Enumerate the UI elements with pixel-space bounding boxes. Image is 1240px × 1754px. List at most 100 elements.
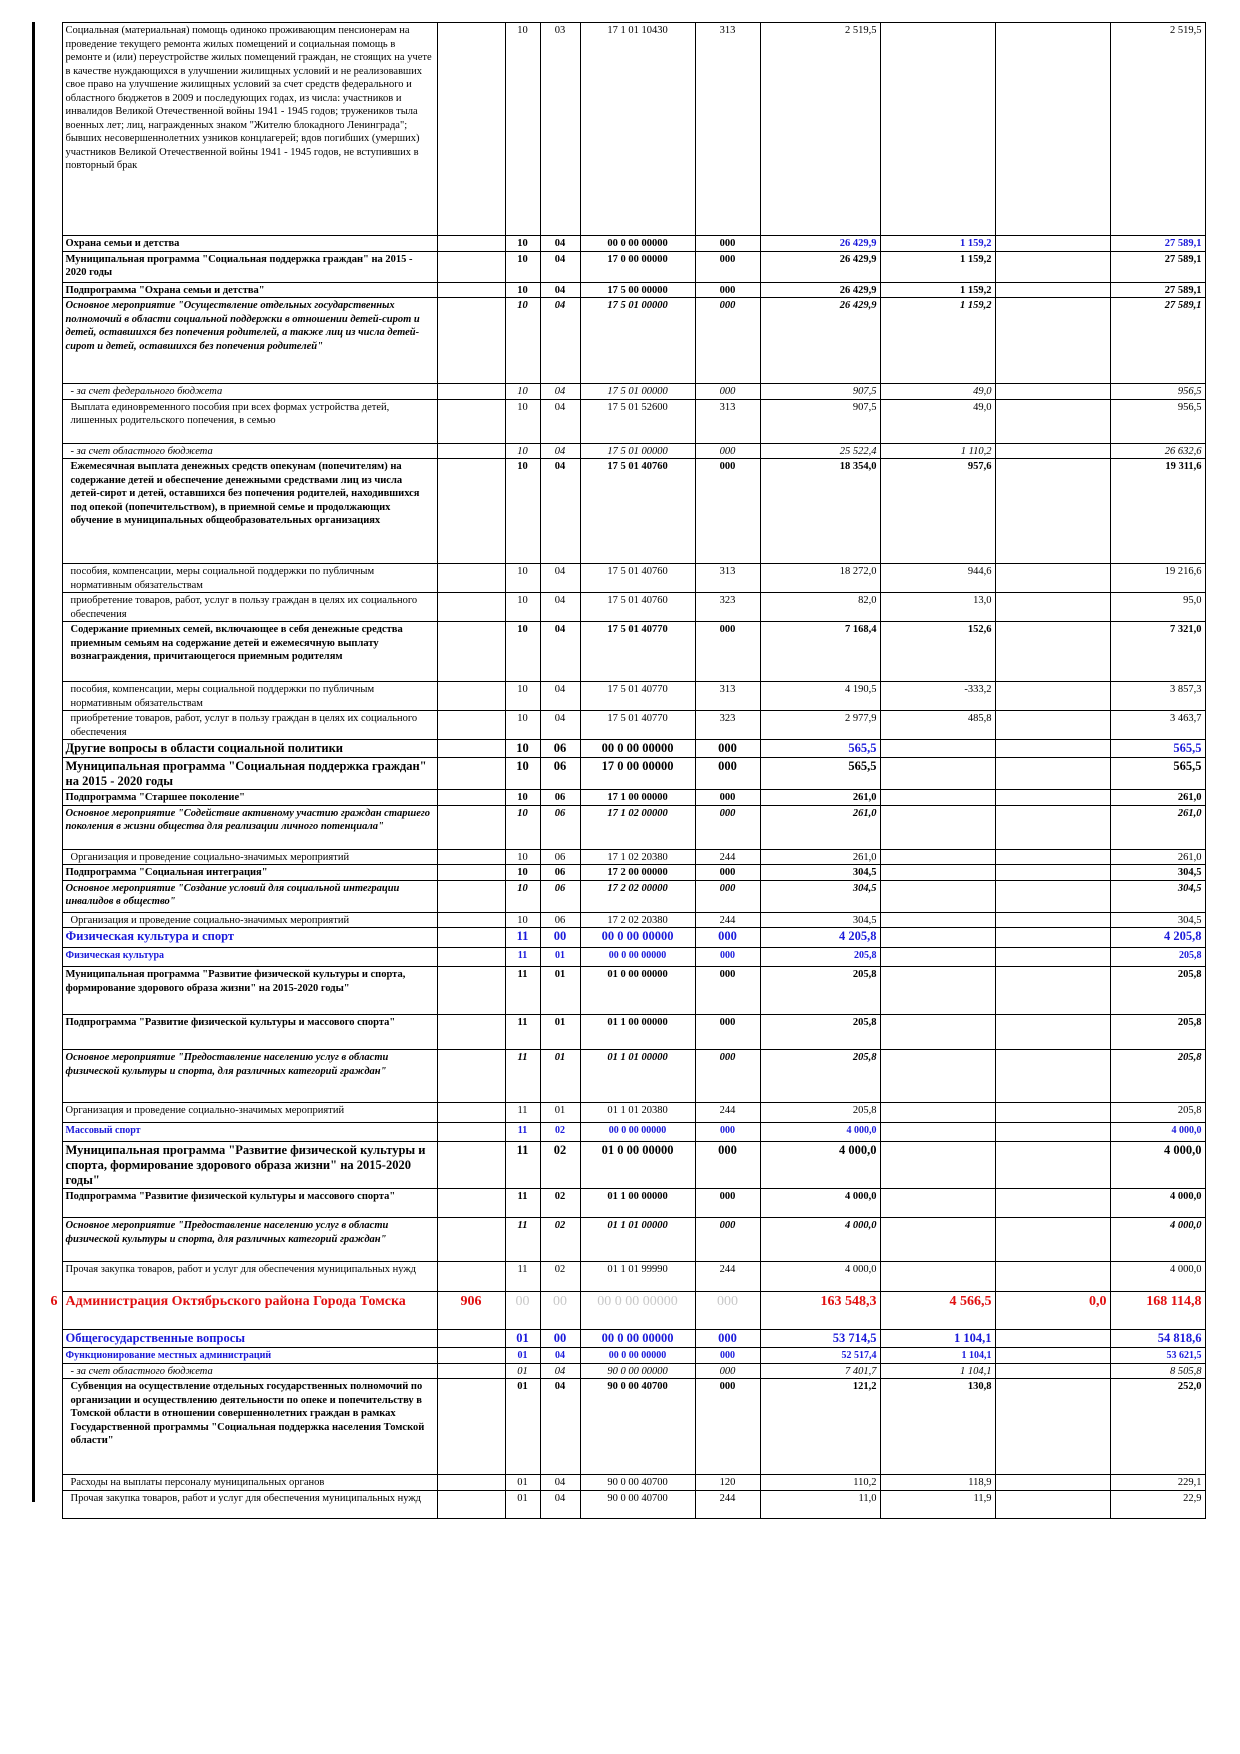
admin-code <box>436 927 506 948</box>
other <box>994 1489 1111 1519</box>
expense-type: 244 <box>694 1489 761 1519</box>
row-number <box>40 1262 62 1292</box>
table-row: Прочая закупка товаров, работ и услуг дл… <box>40 1489 1206 1519</box>
subsection: 06 <box>539 864 581 881</box>
table-row: Социальная (материальная) помощь одиноко… <box>40 22 1206 236</box>
total: 229,1 <box>1109 1474 1206 1491</box>
amount: 4 000,0 <box>759 1217 881 1262</box>
table-row: Подпрограмма "Социальная интеграция" 10 06… <box>40 864 1206 881</box>
item-name: Подпрограмма "Старшее поколение" <box>61 789 438 806</box>
admin-code <box>436 1102 506 1123</box>
other <box>994 848 1111 865</box>
other <box>994 398 1111 444</box>
admin-code <box>436 804 506 850</box>
item-name: Подпрограмма "Социальная интеграция" <box>61 864 438 881</box>
row-number <box>40 1189 62 1218</box>
section: 00 <box>504 1291 541 1330</box>
table-row: приобретение товаров, работ, услуг в пол… <box>40 710 1206 740</box>
expense-type: 244 <box>694 1102 761 1123</box>
amount: 11,0 <box>759 1489 881 1519</box>
table-row: Физическая культура и спорт 11 00 00 0 00 0… <box>40 927 1206 948</box>
expense-type: 313 <box>694 398 761 444</box>
expense-type: 000 <box>694 864 761 881</box>
subsection: 06 <box>539 739 581 758</box>
table-row: Общегосударственные вопросы 01 00 00 0 00 0… <box>40 1329 1206 1348</box>
total: 27 589,1 <box>1109 281 1206 298</box>
section: 10 <box>504 621 541 682</box>
table-row: Субвенция на осуществление отдельных гос… <box>40 1378 1206 1475</box>
expense-type: 000 <box>694 1217 761 1262</box>
expense-type: 000 <box>694 927 761 948</box>
target-article: 17 5 01 00000 <box>579 297 696 384</box>
amount: 304,5 <box>759 911 881 928</box>
change: 1 159,2 <box>879 235 996 252</box>
table-row: Содержание приемных семей, включающее в … <box>40 621 1206 682</box>
section: 10 <box>504 297 541 384</box>
total: 27 589,1 <box>1109 235 1206 252</box>
item-name: Основное мероприятие "Содействие активно… <box>61 804 438 850</box>
subsection: 04 <box>539 592 581 622</box>
expense-type: 244 <box>694 1261 761 1292</box>
expense-type: 000 <box>694 757 761 790</box>
admin-code <box>436 458 506 564</box>
expense-type: 313 <box>694 22 761 236</box>
target-article: 17 0 00 00000 <box>579 757 696 790</box>
section: 11 <box>504 1102 541 1123</box>
total: 205,8 <box>1109 1014 1206 1050</box>
subsection: 01 <box>539 1014 581 1050</box>
subsection: 04 <box>539 442 581 459</box>
subsection: 02 <box>539 1188 581 1218</box>
table-row: Подпрограмма "Охрана семьи и детства" 10 0… <box>40 281 1206 298</box>
other <box>994 966 1111 1015</box>
row-number <box>40 849 62 865</box>
row-number <box>40 758 62 790</box>
table-row: Физическая культура 11 01 00 0 00 00000 000 2… <box>40 947 1206 967</box>
subsection: 02 <box>539 1261 581 1292</box>
change: 1 110,2 <box>879 442 996 459</box>
item-name: Муниципальная программа "Развитие физиче… <box>61 1141 438 1189</box>
change <box>879 879 996 913</box>
other <box>994 681 1111 711</box>
admin-code <box>436 1049 506 1103</box>
row-number <box>40 880 62 912</box>
target-article: 00 0 00 00000 <box>579 1122 696 1142</box>
other <box>994 383 1111 400</box>
row-number <box>40 1379 62 1475</box>
item-name: Подпрограмма "Развитие физической культу… <box>61 1014 438 1050</box>
subsection: 01 <box>539 947 581 967</box>
admin-code <box>436 398 506 444</box>
section: 10 <box>504 757 541 790</box>
target-article: 01 1 01 99990 <box>579 1261 696 1292</box>
table-row: - за счет федерального бюджета 10 04 17 5 0… <box>40 383 1206 400</box>
item-name: пособия, компенсации, меры социальной по… <box>61 681 438 711</box>
target-article: 00 0 00 00000 <box>579 739 696 758</box>
target-article: 01 1 00 00000 <box>579 1014 696 1050</box>
total: 22,9 <box>1109 1489 1206 1519</box>
subsection: 06 <box>539 879 581 913</box>
change <box>879 1014 996 1050</box>
row-number <box>40 459 62 564</box>
total: 4 000,0 <box>1109 1122 1206 1142</box>
admin-code <box>436 297 506 384</box>
other <box>994 1362 1111 1379</box>
row-number <box>40 564 62 593</box>
section: 10 <box>504 235 541 252</box>
target-article: 17 2 02 20380 <box>579 911 696 928</box>
expense-type: 000 <box>694 235 761 252</box>
admin-code <box>436 592 506 622</box>
total: 53 621,5 <box>1109 1347 1206 1364</box>
other <box>994 757 1111 790</box>
other <box>994 22 1111 236</box>
expense-type: 244 <box>694 911 761 928</box>
total: 565,5 <box>1109 757 1206 790</box>
total: 956,5 <box>1109 398 1206 444</box>
expense-type: 000 <box>694 383 761 400</box>
subsection: 04 <box>539 281 581 298</box>
target-article: 17 5 01 40760 <box>579 458 696 564</box>
table-row: Основное мероприятие "Содействие активно… <box>40 804 1206 850</box>
target-article: 90 0 00 00000 <box>579 1362 696 1379</box>
subsection: 04 <box>539 383 581 400</box>
section: 01 <box>504 1362 541 1379</box>
amount: 205,8 <box>759 1049 881 1103</box>
amount: 4 000,0 <box>759 1122 881 1142</box>
